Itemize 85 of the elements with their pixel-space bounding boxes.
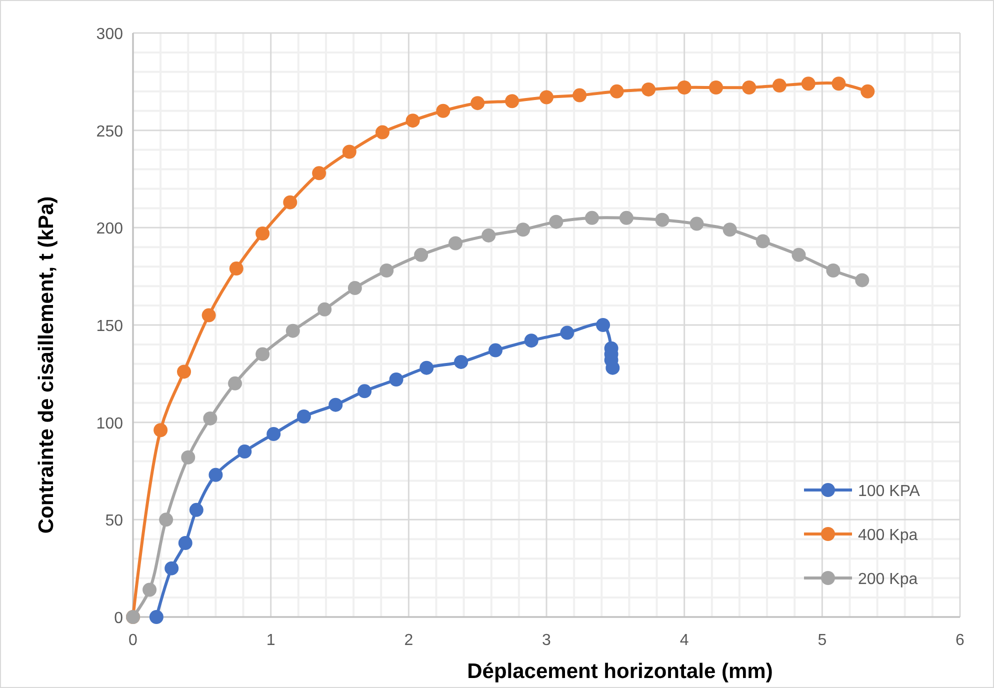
point [159, 512, 174, 527]
point [208, 468, 223, 482]
point [655, 212, 670, 227]
point [203, 411, 218, 426]
x-tick-label: 5 [818, 632, 827, 649]
point [318, 302, 332, 316]
point [540, 90, 554, 104]
point [610, 84, 624, 98]
point [154, 423, 168, 438]
point [164, 561, 179, 576]
y-tick-label: 300 [96, 26, 124, 43]
point [756, 234, 770, 248]
point [229, 262, 244, 276]
point [436, 104, 450, 118]
y-tick-label: 200 [96, 220, 124, 238]
point [742, 80, 756, 95]
point [860, 84, 875, 98]
y-tick-label: 0 [114, 610, 124, 627]
point [142, 582, 157, 597]
legend-label: 100 KPA [858, 483, 920, 500]
point [792, 248, 806, 262]
point [482, 228, 496, 242]
point [238, 444, 252, 459]
point [380, 263, 394, 278]
point [690, 216, 704, 231]
point [228, 376, 242, 390]
point [202, 308, 216, 322]
x-tick-label: 4 [680, 632, 689, 649]
point [181, 450, 196, 464]
point [826, 263, 840, 278]
point [149, 610, 164, 624]
point [256, 226, 270, 241]
point [348, 281, 362, 296]
x-tick-label: 3 [542, 632, 552, 649]
point [855, 273, 870, 288]
point [722, 222, 737, 237]
point [454, 354, 468, 369]
point [709, 80, 724, 95]
point [560, 326, 574, 340]
point [286, 324, 300, 338]
point [342, 144, 356, 159]
point [832, 76, 846, 91]
point [524, 334, 538, 348]
point [596, 318, 610, 332]
legend-label: 400 Kpa [858, 527, 918, 544]
y-tick-label: 50 [105, 512, 124, 530]
point [549, 214, 564, 229]
x-axis-title: Déplacement horizontale (mm) [467, 660, 773, 683]
x-tick-label: 2 [404, 632, 414, 649]
point [606, 360, 620, 375]
point [420, 360, 434, 375]
point [619, 210, 634, 225]
point [283, 195, 298, 210]
point [677, 80, 692, 95]
y-tick-label: 250 [96, 123, 124, 140]
point [584, 210, 599, 225]
point [414, 248, 428, 262]
legend-label: 200 Kpa [858, 571, 918, 588]
point [772, 78, 786, 93]
y-tick-label: 100 [96, 415, 124, 432]
point [572, 88, 587, 102]
point [178, 536, 192, 550]
y-tick-label: 150 [96, 318, 124, 335]
point [505, 94, 520, 108]
point [470, 96, 485, 110]
point [448, 236, 463, 250]
y-axis-title: Contrainte de cisaillement, t (kPa) [35, 196, 58, 534]
x-tick-label: 1 [266, 632, 276, 649]
point [312, 166, 326, 180]
point [358, 384, 372, 398]
x-tick-label: 0 [128, 632, 138, 649]
x-tick-label: 6 [956, 632, 965, 649]
point [266, 427, 281, 442]
point [375, 125, 390, 140]
point [296, 409, 311, 424]
point [801, 76, 816, 91]
point [177, 364, 191, 379]
point [328, 398, 343, 412]
point [256, 347, 270, 362]
point [389, 372, 404, 387]
point [488, 343, 502, 358]
point [516, 222, 530, 237]
point [406, 114, 420, 128]
point [641, 82, 656, 96]
point [189, 502, 204, 517]
